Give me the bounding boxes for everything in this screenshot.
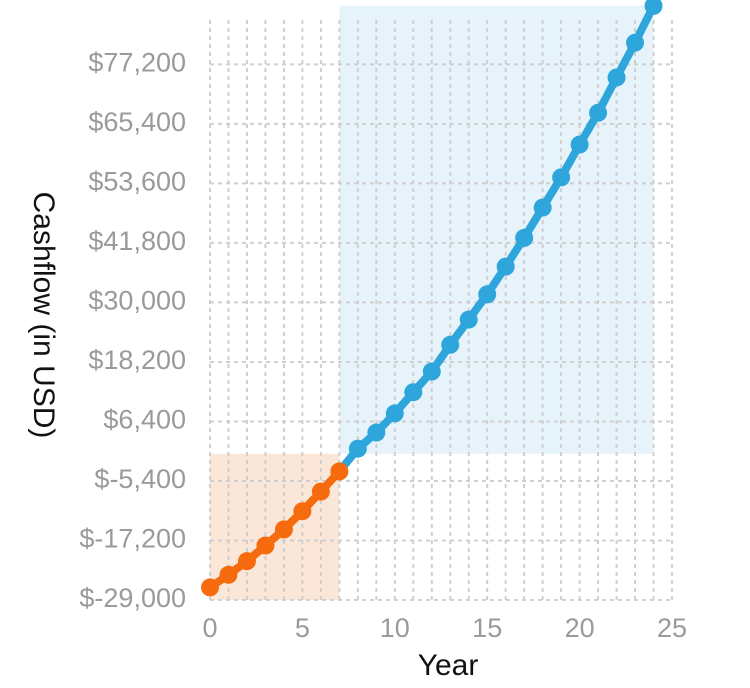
positive-cashflow-point [589, 103, 608, 122]
positive-region-fill [339, 5, 654, 454]
positive-cashflow-point [607, 68, 626, 87]
positive-cashflow-point [367, 423, 386, 442]
negative-cashflow-point [311, 482, 330, 501]
labels-layer: $-29,000 $-17,200 $-5,400 $6,400 $18,200 $30,… [79, 48, 687, 643]
positive-cashflow-point [478, 285, 497, 304]
positive-cashflow-point [552, 168, 571, 187]
negative-cashflow-point [330, 462, 349, 481]
y-tick-label: $41,800 [88, 226, 186, 256]
y-tick-label: $53,600 [88, 167, 186, 197]
points-layer [201, 0, 663, 597]
negative-cashflow-point [219, 565, 238, 584]
positive-cashflow-point [422, 362, 441, 381]
positive-cashflow-point [385, 404, 404, 423]
positive-cashflow-point [570, 135, 589, 154]
positive-cashflow-point [515, 228, 534, 247]
x-tick-label: 5 [295, 613, 310, 643]
y-tick-label: $-17,200 [79, 524, 186, 554]
negative-cashflow-point [256, 536, 275, 555]
x-tick-label: 25 [657, 613, 687, 643]
fills-layer [210, 5, 654, 600]
positive-cashflow-point [459, 310, 478, 329]
x-tick-label: 10 [380, 613, 410, 643]
y-tick-label: $-5,400 [94, 464, 186, 494]
negative-cashflow-point [201, 578, 219, 597]
y-axis-title: Cashflow (in USD) [27, 192, 60, 439]
x-tick-label: 20 [565, 613, 595, 643]
negative-cashflow-point [293, 502, 312, 521]
negative-cashflow-point [274, 520, 293, 539]
y-tick-label: $18,200 [88, 345, 186, 375]
x-axis-title: Year [418, 649, 479, 682]
positive-cashflow-point [348, 439, 367, 458]
x-tick-label: 0 [202, 613, 217, 643]
positive-cashflow-point [496, 257, 515, 276]
negative-cashflow-point [237, 552, 256, 571]
positive-cashflow-point [441, 335, 460, 354]
positive-cashflow-point [533, 198, 552, 217]
y-tick-label: $6,400 [103, 405, 186, 435]
positive-cashflow-point [644, 0, 663, 15]
positive-cashflow-point [626, 33, 645, 52]
y-tick-label: $-29,000 [79, 583, 186, 613]
y-tick-label: $65,400 [88, 107, 186, 137]
x-tick-label: 15 [472, 613, 502, 643]
positive-cashflow-point [404, 383, 423, 402]
y-tick-label: $77,200 [88, 48, 186, 78]
y-tick-label: $30,000 [88, 286, 186, 316]
